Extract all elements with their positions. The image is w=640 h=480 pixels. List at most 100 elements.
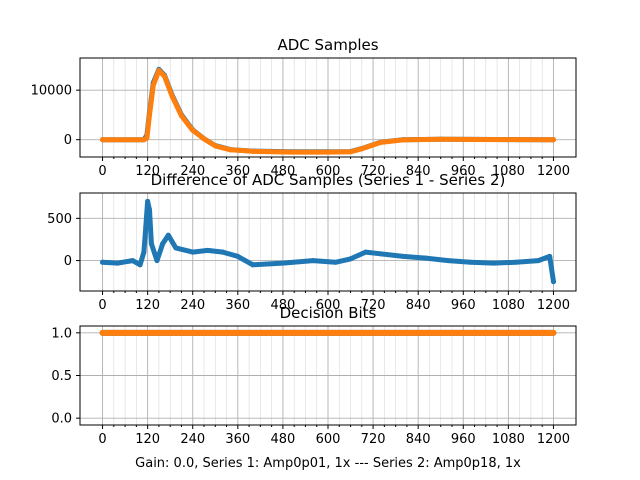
series-1-point	[250, 262, 256, 268]
series-2-point	[378, 139, 384, 145]
y-tick-label: 500	[47, 212, 72, 227]
series-2-point	[212, 143, 218, 149]
series-2-point	[359, 146, 365, 152]
chart-title: ADC Samples	[277, 36, 378, 54]
series-1-point	[550, 279, 556, 285]
x-tick-label: 720	[361, 432, 386, 447]
series-1-point	[173, 245, 179, 251]
y-tick-label: 0.5	[51, 369, 72, 384]
x-tick-label: 1200	[537, 164, 570, 179]
series-1-point	[363, 249, 369, 255]
x-tick-label: 120	[135, 164, 160, 179]
series-1-point	[137, 262, 143, 268]
series-1-point	[190, 249, 196, 255]
x-tick-label: 840	[406, 298, 431, 313]
series-1-point	[400, 253, 406, 259]
x-tick-label: 960	[451, 298, 476, 313]
x-tick-label: 360	[225, 432, 250, 447]
x-tick-label: 120	[135, 298, 160, 313]
series-2-line	[100, 67, 556, 155]
series-1-point	[310, 258, 316, 264]
series-2-point	[325, 149, 331, 155]
series-1-point	[280, 260, 286, 266]
x-tick-label: 1200	[537, 298, 570, 313]
series-1-point	[165, 232, 171, 238]
x-tick-label: 1080	[492, 164, 525, 179]
series-2-point	[169, 93, 175, 99]
y-tick-label: 0	[64, 133, 72, 148]
x-tick-label: 600	[316, 432, 341, 447]
series-2-point	[147, 112, 153, 118]
series-2-point	[550, 137, 556, 143]
series-2-point	[190, 127, 196, 133]
series-2-point	[475, 137, 481, 143]
x-tick-label: 360	[225, 164, 250, 179]
y-tick-label: 10000	[31, 84, 72, 99]
y-tick-label: 0	[64, 254, 72, 269]
x-tick-label: 960	[451, 164, 476, 179]
series-2-point	[150, 82, 156, 88]
panel-difference: 0 120 240 360 480 600 720 840 960 1080 1200 0 500 Dif…	[47, 171, 577, 313]
series-1-point	[445, 258, 451, 264]
x-tick-label: 960	[451, 432, 476, 447]
panel-adc-samples: 0 120 240 360 480 600 720 840 960 1080 1200 0 10000 A…	[31, 36, 577, 179]
series-2-point	[227, 147, 233, 153]
x-tick-label: 720	[361, 298, 386, 313]
x-tick-label: 1080	[492, 432, 525, 447]
series-2-point	[250, 148, 256, 154]
series-1-point	[490, 260, 496, 266]
panel-decision-bits: 0 120 240 360 480 600 720 840 960 1080 1200 0.0 0.5 1…	[51, 304, 577, 447]
series-1-point	[205, 247, 211, 253]
x-tick-label: 840	[406, 164, 431, 179]
series-2-point	[400, 137, 406, 143]
series-2-point	[201, 136, 207, 142]
x-tick-label: 480	[270, 298, 295, 313]
series-2-point	[348, 149, 354, 155]
series-1-point	[148, 241, 154, 247]
series-1-point	[220, 249, 226, 255]
chart-title: Difference of ADC Samples (Series 1 - Se…	[151, 171, 506, 189]
series-1-point	[145, 198, 151, 204]
x-tick-label: 1080	[492, 298, 525, 313]
x-tick-label: 0	[98, 164, 106, 179]
x-tick-label: 600	[316, 164, 341, 179]
series-2-point	[513, 137, 519, 143]
series-1-point	[147, 207, 153, 213]
series-2-point	[156, 67, 162, 73]
series-1-point	[333, 259, 339, 265]
series-1-point	[100, 259, 106, 265]
x-tick-label: 600	[316, 298, 341, 313]
x-tick-label: 720	[361, 164, 386, 179]
series-1-point	[535, 258, 541, 264]
series-2-point	[100, 137, 106, 143]
series-2-point	[438, 136, 444, 142]
series-1-point	[423, 255, 429, 261]
x-tick-label: 240	[180, 432, 205, 447]
series-1-point	[115, 260, 121, 266]
series-1-point	[141, 249, 147, 255]
y-tick-label: 1.0	[51, 326, 72, 341]
x-tick-label: 240	[180, 298, 205, 313]
x-tick-label: 120	[135, 432, 160, 447]
series-1-point	[130, 258, 136, 264]
series-1-point	[160, 241, 166, 247]
x-tick-label: 360	[225, 298, 250, 313]
series-2-point	[178, 113, 184, 119]
x-tick-label: 0	[98, 432, 106, 447]
x-tick-label: 240	[180, 164, 205, 179]
series-1-point	[547, 253, 553, 259]
series-1-point	[235, 253, 241, 259]
series-1-point	[513, 259, 519, 265]
x-tick-label: 480	[270, 164, 295, 179]
x-tick-label: 0	[98, 298, 106, 313]
x-axis-label: Gain: 0.0, Series 1: Amp0p01, 1x --- Ser…	[135, 456, 521, 471]
series-2-point	[287, 149, 293, 155]
series-1-point	[143, 224, 149, 230]
x-tick-label: 1200	[537, 432, 570, 447]
series-2-point	[144, 135, 150, 141]
chart-title: Decision Bits	[280, 304, 377, 322]
x-tick-label: 480	[270, 432, 295, 447]
series-1-point	[154, 258, 160, 264]
series-1-point	[468, 259, 474, 265]
